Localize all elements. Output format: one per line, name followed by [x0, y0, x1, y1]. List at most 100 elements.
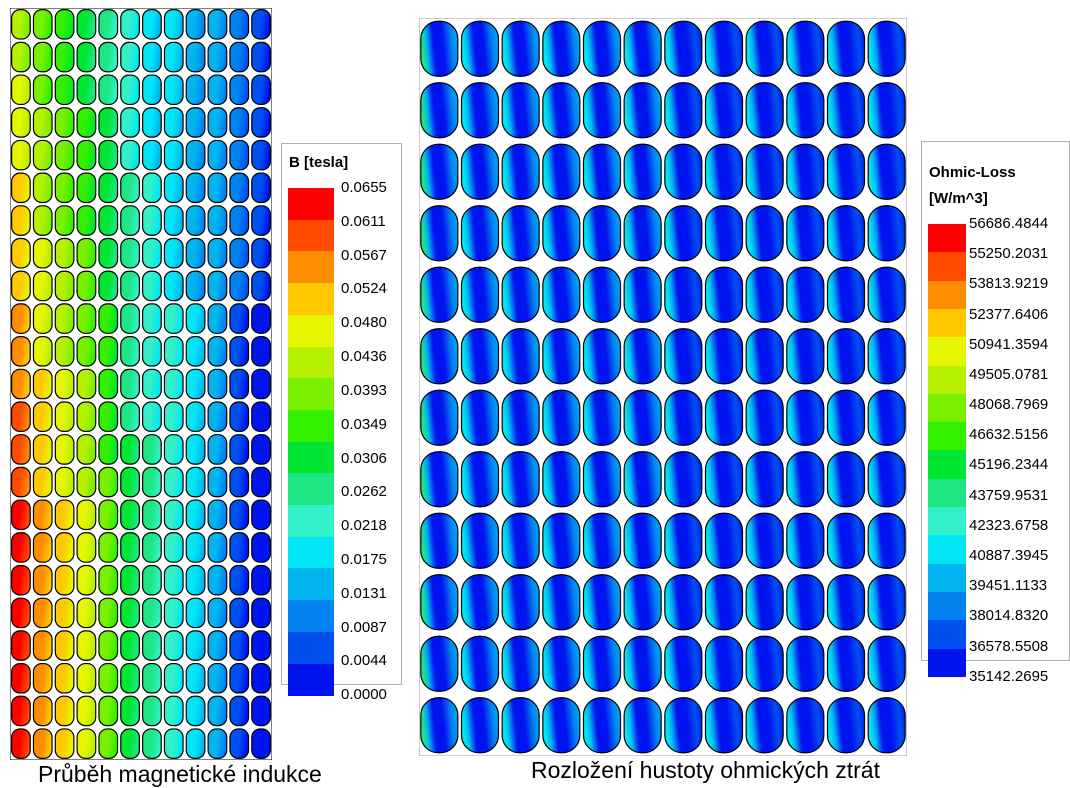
conductor-cell	[207, 9, 228, 40]
conductor-cell	[76, 270, 97, 302]
conductor-cell	[501, 512, 540, 569]
conductor-cell	[98, 139, 119, 171]
conductor-cell	[142, 205, 162, 236]
conductor-cell	[867, 82, 906, 139]
legend-value-label: 48068.7969	[969, 396, 1049, 414]
legend-swatch	[928, 450, 966, 480]
legend-value-label: 42323.6758	[969, 516, 1049, 534]
conductor-cell	[229, 205, 250, 236]
conductor-cell	[229, 695, 250, 727]
conductor-cell	[54, 466, 75, 498]
conductor-cell	[142, 270, 162, 302]
conductor-cell	[11, 74, 31, 106]
conductor-cell	[207, 237, 228, 269]
conductor-cell	[501, 389, 540, 446]
conductor-cell	[745, 143, 784, 200]
conductor-cell	[54, 564, 75, 596]
conductor-cell	[542, 451, 581, 508]
conductor-cell	[32, 499, 53, 531]
conductor-cell	[120, 630, 140, 661]
conductor-cell	[32, 270, 53, 302]
conductor-cell	[229, 139, 250, 171]
conductor-cell	[251, 205, 271, 236]
conductor-cell	[664, 389, 703, 446]
conductor-cell	[582, 512, 622, 569]
conductor-cell	[745, 512, 784, 569]
conductor-cell	[501, 143, 540, 200]
conductor-cell	[163, 172, 184, 204]
conductor-cell	[460, 574, 500, 631]
conductor-cell	[120, 564, 140, 596]
conductor-cell	[704, 82, 744, 139]
conductor-cell	[420, 574, 459, 631]
conductor-cell	[98, 728, 119, 759]
conductor-cell	[163, 564, 184, 596]
legend-swatch	[288, 441, 334, 474]
conductor-cell	[120, 9, 140, 40]
conductor-cell	[664, 574, 703, 631]
conductor-cell	[207, 336, 228, 367]
caption-magnetic-induction: Průběh magnetické indukce	[38, 761, 322, 787]
conductor-cell	[460, 328, 500, 385]
conductor-cell	[623, 266, 662, 323]
conductor-cell	[120, 466, 140, 498]
conductor-cell	[142, 434, 162, 465]
conductor-cell	[185, 237, 206, 269]
conductor-cell	[76, 74, 97, 106]
legend-value-label: 0.0087	[341, 618, 387, 636]
conductor-cell	[163, 41, 184, 73]
conductor-cell	[163, 270, 184, 302]
conductor-cell	[11, 597, 31, 629]
conductor-cell	[867, 451, 906, 508]
conductor-cell	[420, 266, 459, 323]
conductor-cell	[229, 630, 250, 661]
conductor-cell	[11, 630, 31, 661]
conductor-cell	[54, 9, 75, 40]
conductor-cell	[32, 41, 53, 73]
conductor-cell	[460, 20, 500, 77]
conductor-cell	[542, 143, 581, 200]
legend-swatch	[288, 568, 334, 601]
conductor-cell	[120, 597, 140, 629]
legend-swatch	[288, 536, 334, 569]
conductor-cell	[786, 451, 825, 508]
conductor-cell	[54, 41, 75, 73]
conductor-cell	[11, 139, 31, 171]
conductor-cell	[32, 434, 53, 465]
conductor-cell	[420, 328, 459, 385]
conductor-cell	[251, 41, 271, 73]
conductor-cell	[76, 564, 97, 596]
conductor-cell	[11, 368, 31, 400]
conductor-cell	[582, 143, 622, 200]
legend-swatch	[928, 422, 966, 451]
conductor-cell	[786, 635, 825, 692]
conductor-cell	[542, 389, 581, 446]
conductor-cell	[501, 697, 540, 754]
conductor-cell	[185, 597, 206, 629]
conductor-cell	[98, 107, 119, 138]
legend-swatch	[288, 378, 334, 411]
conductor-cell	[786, 389, 825, 446]
conductor-cell	[76, 434, 97, 465]
conductor-cell	[207, 728, 228, 759]
conductor-cell	[120, 139, 140, 171]
conductor-cell	[460, 512, 500, 569]
conductor-cell	[11, 270, 31, 302]
conductor-cell	[460, 266, 500, 323]
conductor-cell	[142, 466, 162, 498]
legend-swatch	[928, 393, 966, 423]
conductor-cell	[867, 205, 906, 262]
conductor-cell	[207, 74, 228, 106]
conductor-cell	[229, 41, 250, 73]
legend-value-label: 35142.2695	[969, 667, 1049, 685]
conductor-cell	[251, 662, 271, 694]
legend-swatch	[288, 283, 334, 316]
conductor-cell	[163, 9, 184, 40]
conductor-cell	[623, 697, 662, 754]
conductor-cell	[163, 205, 184, 236]
conductor-cell	[786, 512, 825, 569]
conductor-cell	[420, 451, 459, 508]
conductor-cell	[185, 74, 206, 106]
legend-value-label: 0.0044	[341, 652, 387, 670]
conductor-cell	[826, 20, 866, 77]
